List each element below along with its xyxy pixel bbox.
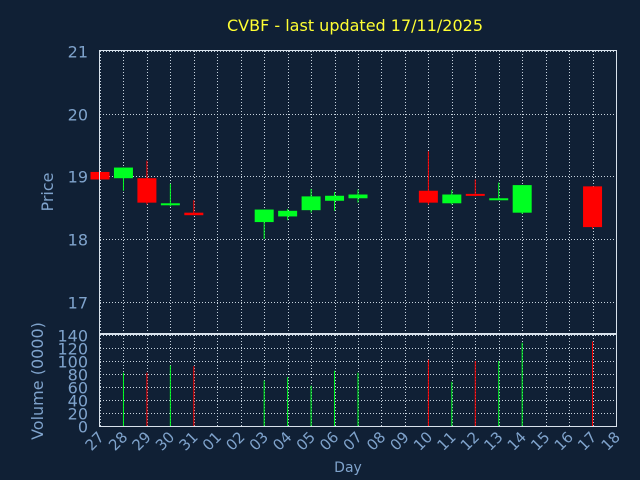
price-axis-label: Price	[38, 172, 57, 211]
price-grid	[100, 51, 617, 333]
volume-bars	[122, 341, 594, 426]
x-tick-label: 13	[480, 428, 506, 454]
x-tick-label: 10	[410, 428, 436, 454]
x-tick-label: 05	[293, 428, 319, 454]
x-tick-label: 08	[363, 428, 389, 454]
candle-body	[465, 193, 485, 196]
x-tick-label: 29	[129, 428, 155, 454]
candle-body	[583, 186, 603, 228]
x-axis-label: Day	[334, 460, 362, 476]
volume-tick-label: 60	[68, 379, 88, 398]
x-tick-label: 14	[504, 428, 530, 454]
candle-body	[301, 196, 321, 211]
x-tick-label: 12	[457, 428, 483, 454]
x-tick-label: 17	[574, 428, 600, 454]
x-tick-label: 18	[598, 428, 624, 454]
x-tick-label: 02	[222, 428, 248, 454]
x-tick-label: 28	[105, 428, 131, 454]
candle-body	[348, 194, 368, 199]
volume-tick-label: 100	[57, 353, 88, 372]
price-candles	[90, 151, 603, 239]
x-axis-ticks: 2728293031010203040506070809101112131415…	[82, 428, 624, 454]
candle-body	[418, 190, 438, 203]
volume-tick-label: 80	[68, 366, 88, 385]
x-tick-label: 03	[246, 428, 272, 454]
volume-tick-label: 120	[57, 340, 88, 359]
price-panel-frame	[99, 50, 617, 334]
candle-body	[160, 203, 180, 206]
volume-tick-label: 0	[78, 418, 88, 437]
candle-body	[325, 195, 345, 201]
x-tick-label: 31	[175, 428, 201, 454]
x-tick-label: 06	[316, 428, 342, 454]
price-tick-label: 18	[68, 231, 88, 250]
price-axis-ticks: 17 18 19 20 21	[68, 43, 88, 313]
candle-body	[442, 194, 462, 204]
price-tick-label: 21	[68, 43, 88, 62]
volume-panel-frame	[99, 334, 617, 427]
volume-tick-label: 40	[68, 392, 88, 411]
x-tick-label: 15	[527, 428, 553, 454]
price-tick-label: 17	[68, 294, 88, 313]
candle-body	[254, 209, 274, 223]
volume-tick-label: 140	[57, 327, 88, 346]
x-tick-label: 11	[433, 428, 459, 454]
candle-body	[113, 167, 133, 179]
candle-body	[489, 198, 509, 201]
chart-title: CVBF - last updated 17/11/2025	[227, 16, 483, 35]
price-tick-label: 20	[68, 106, 88, 125]
candle-body	[137, 178, 157, 203]
price-tick-label: 19	[68, 168, 88, 187]
x-tick-label: 09	[387, 428, 413, 454]
candle-body	[512, 185, 532, 213]
candle-body	[278, 210, 298, 217]
x-tick-label: 07	[340, 428, 366, 454]
candle-body	[184, 212, 204, 216]
x-tick-label: 04	[269, 428, 295, 454]
x-tick-label: 16	[551, 428, 577, 454]
x-tick-label: 01	[199, 428, 225, 454]
x-tick-label: 30	[152, 428, 178, 454]
volume-axis-label: Volume (0000)	[28, 322, 47, 440]
volume-tick-label: 20	[68, 405, 88, 424]
